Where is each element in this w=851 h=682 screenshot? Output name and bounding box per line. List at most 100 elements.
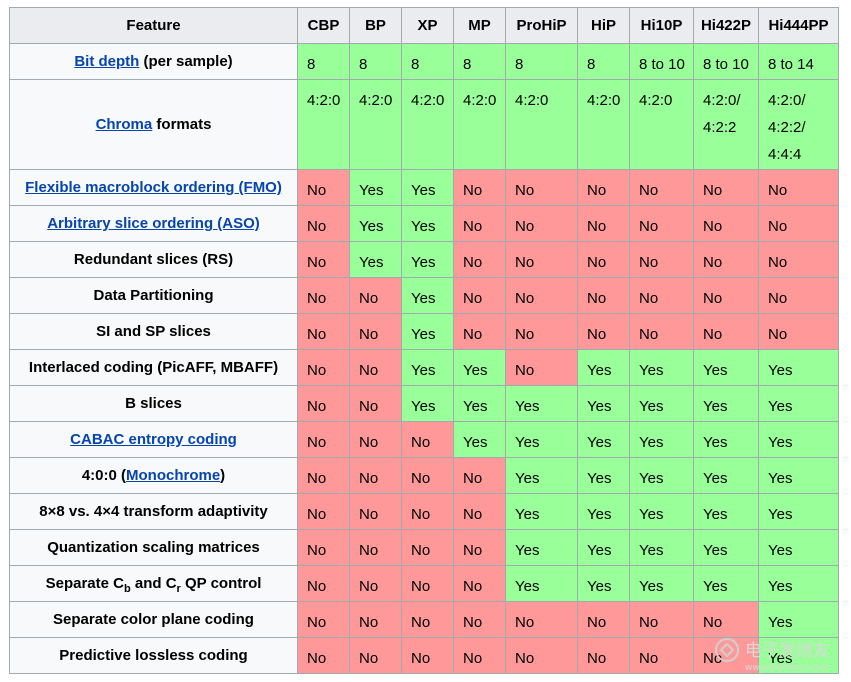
value-cell: No (577, 637, 630, 674)
feature-label-suffix: formats (152, 116, 212, 133)
value-cell: 4:2:0 (577, 79, 630, 170)
feature-label: Redundant slices (RS) (9, 241, 298, 278)
value-cell: No (629, 601, 694, 638)
value-cell: Yes (693, 493, 759, 530)
value-cell: Yes (629, 493, 694, 530)
value-cell: No (577, 313, 630, 350)
value-cell: 8 (505, 43, 578, 80)
feature-label: Chroma formats (9, 79, 298, 170)
value-cell: 4:2:0 (453, 79, 506, 170)
value-cell: No (297, 493, 350, 530)
profile-header: CBP (297, 7, 350, 44)
value-cell: No (297, 457, 350, 494)
value-cell: 4:2:0 (629, 79, 694, 170)
value-cell: No (758, 205, 839, 242)
value-cell: No (577, 601, 630, 638)
feature-label-text: B slices (125, 395, 182, 412)
value-cell: 4:2:0/ 4:2:2 (693, 79, 759, 170)
value-cell: 8 to 10 (693, 43, 759, 80)
value-cell: No (401, 565, 454, 602)
value-cell: No (693, 241, 759, 278)
value-cell: Yes (577, 529, 630, 566)
value-cell: Yes (693, 457, 759, 494)
value-cell: 4:2:0/ 4:2:2/ 4:4:4 (758, 79, 839, 170)
value-cell: No (349, 349, 402, 386)
value-cell: No (693, 277, 759, 314)
value-cell: No (693, 601, 759, 638)
feature-label-text: Redundant slices (RS) (73, 251, 234, 268)
feature-label-part: QP control (180, 575, 262, 592)
value-cell: Yes (505, 493, 578, 530)
feature-label: B slices (9, 385, 298, 422)
value-cell: Yes (758, 637, 839, 674)
value-cell: No (297, 385, 350, 422)
value-cell: No (297, 565, 350, 602)
table-row: Quantization scaling matrices No No No No Yes… (9, 529, 839, 566)
value-cell: No (505, 349, 578, 386)
feature-label: Quantization scaling matrices (9, 529, 298, 566)
value-cell: Yes (453, 385, 506, 422)
value-cell: No (758, 313, 839, 350)
value-cell: Yes (758, 385, 839, 422)
value-cell: No (693, 313, 759, 350)
value-cell: Yes (629, 565, 694, 602)
table-row: Predictive lossless coding No No No No No No No… (9, 637, 839, 674)
table-row: Redundant slices (RS) No Yes Yes No No No No No N… (9, 241, 839, 278)
table-row: Interlaced coding (PicAFF, MBAFF) No No Yes… (9, 349, 839, 386)
feature-label-prefix: 4:0:0 ( (81, 467, 126, 484)
value-cell: Yes (629, 421, 694, 458)
value-cell: No (349, 457, 402, 494)
value-cell: No (453, 169, 506, 206)
value-cell: Yes (577, 565, 630, 602)
value-cell: Yes (401, 205, 454, 242)
value-cell: 8 to 10 (629, 43, 694, 80)
profile-header: XP (401, 7, 454, 44)
feature-label-text: SI and SP slices (96, 323, 211, 340)
value-cell: No (297, 313, 350, 350)
value-cell: No (629, 169, 694, 206)
value-cell: No (693, 205, 759, 242)
value-cell: No (505, 637, 578, 674)
table-row: Separate Cb and Cr QP control No No No No Yes… (9, 565, 839, 602)
feature-link[interactable]: Flexible macroblock ordering (FMO) (25, 179, 282, 196)
feature-link[interactable]: Bit depth (74, 53, 140, 70)
value-cell: Yes (693, 565, 759, 602)
value-cell: No (629, 313, 694, 350)
value-cell: No (401, 421, 454, 458)
value-cell: Yes (758, 601, 839, 638)
feature-label: CABAC entropy coding (9, 421, 298, 458)
feature-label: Separate color plane coding (9, 601, 298, 638)
feature-link[interactable]: Arbitrary slice ordering (ASO) (47, 215, 260, 232)
value-cell: No (453, 313, 506, 350)
value-cell: 4:2:0 (505, 79, 578, 170)
feature-label-part: b (123, 583, 131, 595)
value-cell: No (505, 241, 578, 278)
feature-label-text: Interlaced coding (PicAFF, MBAFF) (28, 359, 279, 376)
value-cell: No (505, 277, 578, 314)
value-cell: No (401, 637, 454, 674)
value-cell: No (577, 169, 630, 206)
value-cell: Yes (401, 349, 454, 386)
feature-link[interactable]: Monochrome (126, 467, 221, 484)
value-cell: Yes (505, 529, 578, 566)
value-cell: Yes (401, 385, 454, 422)
value-cell: No (297, 529, 350, 566)
profile-header: Hi444PP (758, 7, 839, 44)
value-cell: Yes (505, 565, 578, 602)
value-cell: 8 (577, 43, 630, 80)
value-cell: 8 (453, 43, 506, 80)
feature-link[interactable]: Chroma (95, 116, 153, 133)
value-cell: No (453, 457, 506, 494)
feature-label: Arbitrary slice ordering (ASO) (9, 205, 298, 242)
feature-label: SI and SP slices (9, 313, 298, 350)
value-cell: No (349, 601, 402, 638)
value-cell: Yes (577, 421, 630, 458)
value-cell: No (297, 205, 350, 242)
value-cell: No (297, 277, 350, 314)
value-cell: No (349, 313, 402, 350)
value-cell: Yes (629, 457, 694, 494)
feature-link[interactable]: CABAC entropy coding (70, 431, 237, 448)
feature-label: Flexible macroblock ordering (FMO) (9, 169, 298, 206)
value-cell: No (629, 277, 694, 314)
value-cell: No (349, 421, 402, 458)
